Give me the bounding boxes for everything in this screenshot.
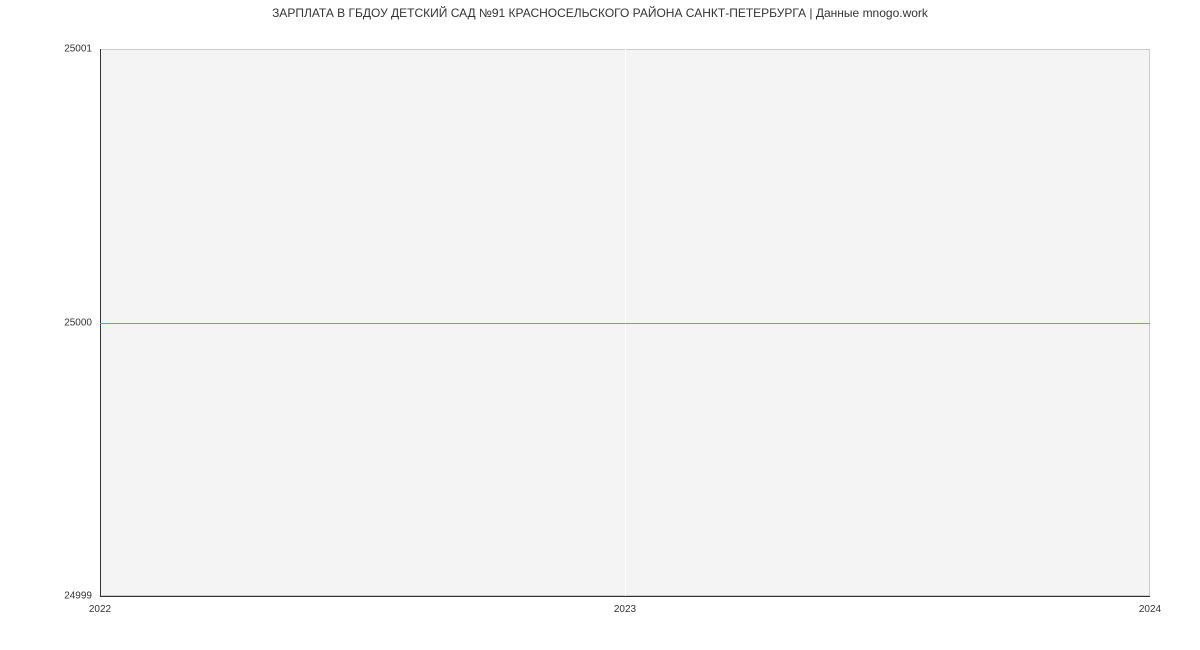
chart-title: ЗАРПЛАТА В ГБДОУ ДЕТСКИЙ САД №91 КРАСНОС… [0,6,1200,20]
x-tick-label: 2022 [89,604,111,615]
y-tick-label: 25001 [52,44,92,55]
x-tick-label: 2024 [1139,604,1161,615]
y-tick-label: 25000 [52,317,92,328]
x-tick-label: 2023 [614,604,636,615]
chart-container: ЗАРПЛАТА В ГБДОУ ДЕТСКИЙ САД №91 КРАСНОС… [0,0,1200,650]
x-axis-line [100,596,1150,597]
y-tick-label: 24999 [52,591,92,602]
data-series-line [100,323,1150,324]
